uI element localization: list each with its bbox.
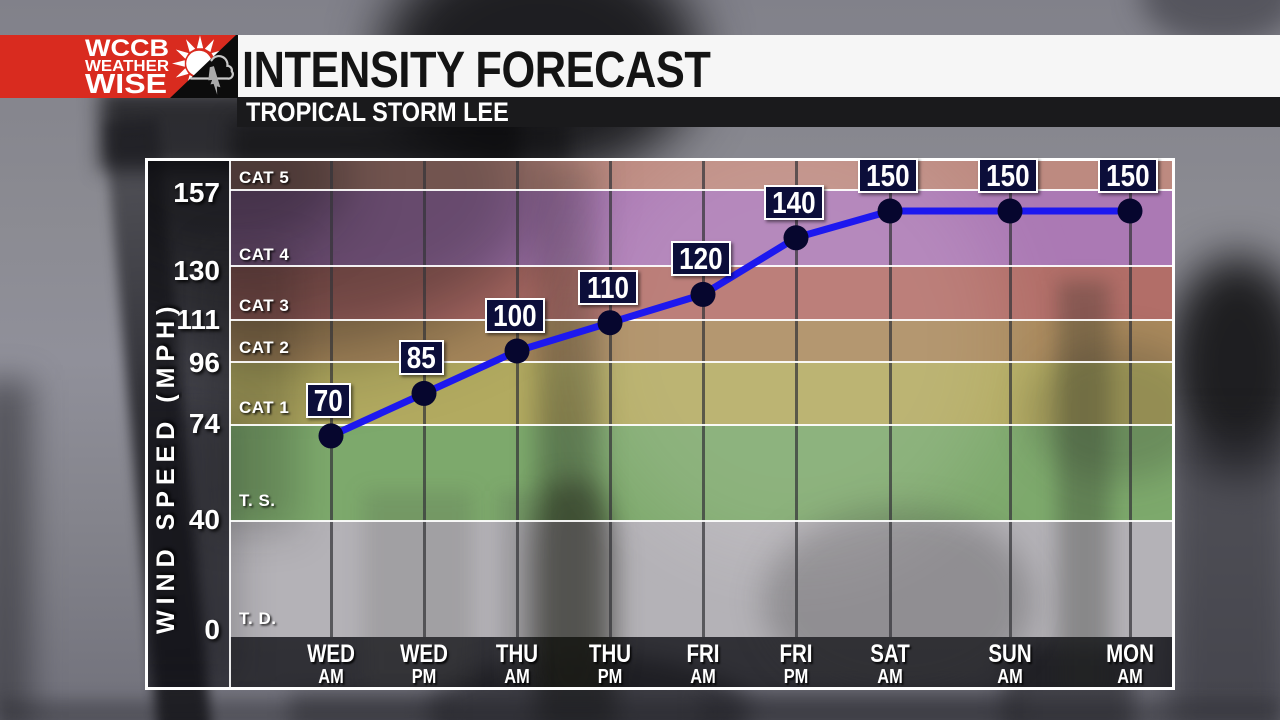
svg-text:WEATHER: WEATHER — [85, 58, 169, 75]
svg-text:WISE: WISE — [85, 68, 167, 98]
svg-text:WCCB: WCCB — [85, 35, 169, 62]
